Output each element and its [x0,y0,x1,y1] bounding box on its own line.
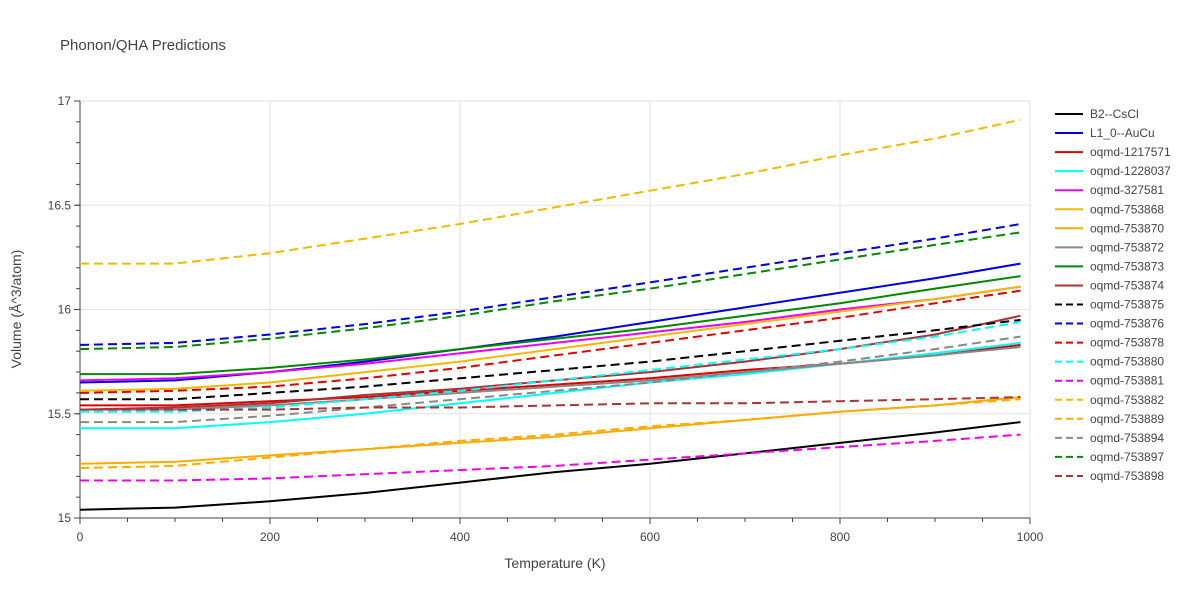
legend-label-oqmd-327581: oqmd-327581 [1090,183,1164,197]
series-line-oqmd-753873 [80,275,1021,376]
series-line-oqmd-753894 [80,335,1021,424]
legend-label-B2--CsCl: B2--CsCl [1090,107,1139,121]
y-tick-label-3: 16.5 [48,198,72,212]
legend-label-oqmd-753870: oqmd-753870 [1090,221,1164,235]
legend-label-oqmd-753868: oqmd-753868 [1090,202,1164,216]
series-line-oqmd-753882 [80,118,1021,265]
legend-label-oqmd-753878: oqmd-753878 [1090,336,1164,350]
series-line-oqmd-753898 [80,396,1021,411]
y-tick-label-1: 15.5 [48,407,72,421]
legend-label-oqmd-1217571: oqmd-1217571 [1090,145,1171,159]
series-line-oqmd-327581 [79,285,1021,382]
series-line-oqmd-753868 [79,285,1021,392]
y-tick-label-4: 17 [58,94,72,108]
legend-label-oqmd-753872: oqmd-753872 [1090,240,1164,254]
series-line-oqmd-753889 [79,398,1021,469]
legend-label-oqmd-753876: oqmd-753876 [1090,317,1164,331]
series-line-oqmd-753875 [80,318,1021,401]
legend-label-oqmd-753875: oqmd-753875 [1090,298,1164,312]
axes: 0 200 400 600 800 1000 15 15.5 16 16.5 17 [48,94,1044,544]
x-tick-label-4: 800 [830,530,850,544]
legend-label-oqmd-753889: oqmd-753889 [1090,412,1164,426]
legend-label-L1_0--AuCu: L1_0--AuCu [1090,126,1155,140]
y-tick-label-2: 16 [58,303,72,317]
legend: B2--CsCl L1_0--AuCu oqmd-1217571 oqmd-12280… [1055,107,1171,483]
legend-label-oqmd-753881: oqmd-753881 [1090,374,1164,388]
x-tick-label-5: 1000 [1017,530,1044,544]
series-line-oqmd-753876 [79,223,1021,346]
x-tick-label-1: 200 [260,530,280,544]
legend-label-oqmd-753897: oqmd-753897 [1090,450,1164,464]
x-tick-label-3: 600 [640,530,660,544]
legend-label-oqmd-753873: oqmd-753873 [1090,259,1164,273]
x-tick-label-0: 0 [77,530,84,544]
chart-title: Phonon/QHA Predictions [60,37,226,54]
series-line-B2--CsCl [79,421,1021,511]
legend-label-oqmd-1228037: oqmd-1228037 [1090,164,1171,178]
legend-label-oqmd-753882: oqmd-753882 [1090,393,1164,407]
series-line-oqmd-753878 [79,289,1021,394]
y-axis-label: Volume (Å^3/atom) [8,250,24,369]
legend-label-oqmd-753898: oqmd-753898 [1090,469,1164,483]
legend-label-oqmd-753894: oqmd-753894 [1090,431,1164,445]
legend-label-oqmd-753880: oqmd-753880 [1090,355,1164,369]
series-line-oqmd-753897 [79,231,1021,351]
legend-label-oqmd-753874: oqmd-753874 [1090,278,1164,292]
y-tick-label-0: 15 [58,511,72,525]
x-axis-label: Temperature (K) [504,555,605,571]
series-line-L1_0--AuCu [79,262,1021,384]
plot-area [79,118,1021,511]
x-tick-label-2: 400 [450,530,470,544]
series-line-oqmd-753872 [80,346,1021,411]
series-line-oqmd-753870 [79,396,1021,465]
series-line-oqmd-753881 [80,433,1021,482]
